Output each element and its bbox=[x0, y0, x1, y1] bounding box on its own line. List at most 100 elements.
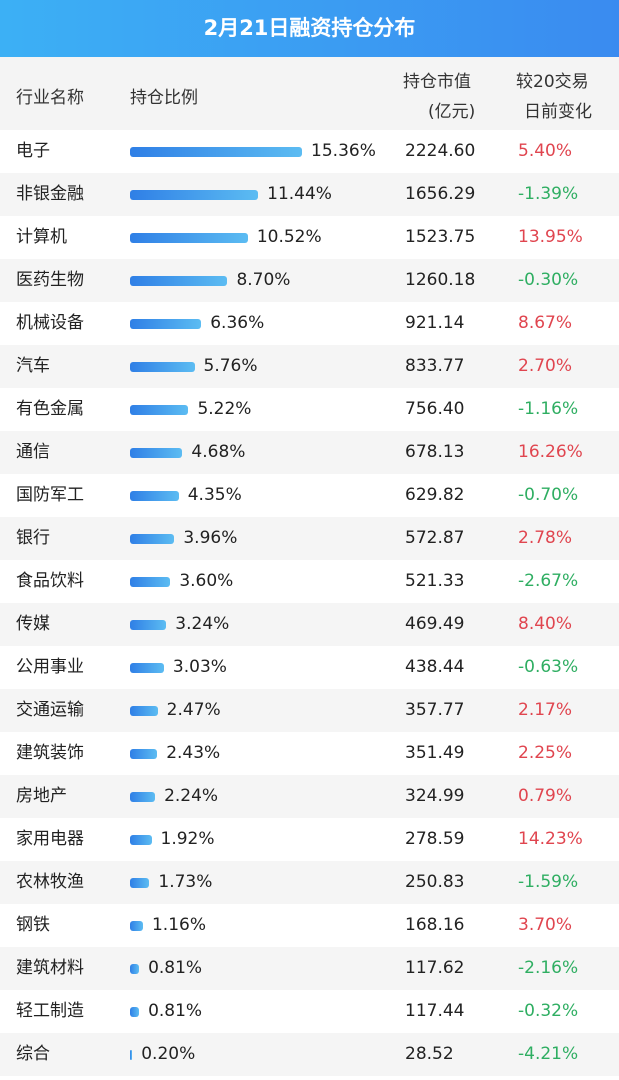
ratio-label: 3.60% bbox=[179, 571, 234, 591]
ratio-bar bbox=[130, 1050, 133, 1060]
industry-name: 计算机 bbox=[16, 227, 67, 247]
table-header: 行业名称 持仓比例 持仓市值 (亿元) 较20交易 日前变化 bbox=[0, 57, 619, 130]
ratio-bar bbox=[130, 405, 189, 415]
col-value-line2: (亿元) bbox=[428, 102, 476, 122]
market-value: 438.44 bbox=[405, 657, 465, 677]
change-value: -4.21% bbox=[518, 1044, 579, 1064]
ratio-bar bbox=[130, 276, 228, 286]
table-row: 公用事业 3.03% 438.44 -0.63% bbox=[0, 646, 619, 689]
ratio-label: 3.24% bbox=[175, 614, 230, 634]
industry-name: 建筑装饰 bbox=[16, 743, 84, 763]
market-value: 1260.18 bbox=[405, 270, 476, 290]
change-value: 5.40% bbox=[518, 141, 573, 161]
table-body: 电子 15.36% 2224.60 5.40% 非银金融 11.44% 1656.29 -1.… bbox=[0, 130, 619, 1076]
change-value: 2.17% bbox=[518, 700, 573, 720]
market-value: 324.99 bbox=[405, 786, 465, 806]
table-row: 国防军工 4.35% 629.82 -0.70% bbox=[0, 474, 619, 517]
industry-name: 建筑材料 bbox=[16, 958, 84, 978]
col-ratio: 持仓比例 bbox=[130, 88, 198, 108]
change-value: 2.70% bbox=[518, 356, 573, 376]
industry-name: 银行 bbox=[16, 528, 50, 548]
ratio-label: 2.24% bbox=[164, 786, 219, 806]
col-industry: 行业名称 bbox=[16, 88, 84, 108]
market-value: 678.13 bbox=[405, 442, 465, 462]
market-value: 168.16 bbox=[405, 915, 465, 935]
table-row: 计算机 10.52% 1523.75 13.95% bbox=[0, 216, 619, 259]
change-value: -2.16% bbox=[518, 958, 579, 978]
change-value: 2.78% bbox=[518, 528, 573, 548]
industry-name: 有色金属 bbox=[16, 399, 84, 419]
table-row: 轻工制造 0.81% 117.44 -0.32% bbox=[0, 990, 619, 1033]
change-value: -0.63% bbox=[518, 657, 579, 677]
ratio-label: 5.22% bbox=[197, 399, 252, 419]
change-value: 14.23% bbox=[518, 829, 583, 849]
market-value: 521.33 bbox=[405, 571, 465, 591]
change-value: -2.67% bbox=[518, 571, 579, 591]
change-value: 3.70% bbox=[518, 915, 573, 935]
table-row: 家用电器 1.92% 278.59 14.23% bbox=[0, 818, 619, 861]
market-value: 756.40 bbox=[405, 399, 465, 419]
ratio-label: 3.03% bbox=[172, 657, 227, 677]
industry-name: 机械设备 bbox=[16, 313, 84, 333]
table-row: 综合 0.20% 28.52 -4.21% bbox=[0, 1033, 619, 1076]
table-row: 交通运输 2.47% 357.77 2.17% bbox=[0, 689, 619, 732]
ratio-bar bbox=[130, 577, 171, 587]
market-value: 469.49 bbox=[405, 614, 465, 634]
table-row: 通信 4.68% 678.13 16.26% bbox=[0, 431, 619, 474]
change-value: 13.95% bbox=[518, 227, 583, 247]
change-value: -1.59% bbox=[518, 872, 579, 892]
table-row: 银行 3.96% 572.87 2.78% bbox=[0, 517, 619, 560]
ratio-bar bbox=[130, 878, 150, 888]
ratio-label: 0.81% bbox=[148, 1001, 203, 1021]
ratio-bar bbox=[130, 190, 259, 200]
ratio-bar bbox=[130, 448, 183, 458]
table-row: 房地产 2.24% 324.99 0.79% bbox=[0, 775, 619, 818]
ratio-bar bbox=[130, 792, 156, 802]
market-value: 117.62 bbox=[405, 958, 465, 978]
industry-name: 钢铁 bbox=[16, 915, 50, 935]
industry-name: 传媒 bbox=[16, 614, 50, 634]
industry-name: 国防军工 bbox=[16, 485, 84, 505]
industry-name: 房地产 bbox=[16, 786, 67, 806]
market-value: 572.87 bbox=[405, 528, 465, 548]
ratio-bar bbox=[130, 362, 195, 372]
industry-name: 通信 bbox=[16, 442, 50, 462]
ratio-label: 0.81% bbox=[148, 958, 203, 978]
market-value: 629.82 bbox=[405, 485, 465, 505]
industry-name: 电子 bbox=[16, 141, 50, 161]
ratio-label: 2.47% bbox=[166, 700, 221, 720]
ratio-label: 6.36% bbox=[210, 313, 265, 333]
ratio-bar bbox=[130, 620, 167, 630]
ratio-label: 15.36% bbox=[311, 141, 376, 161]
ratio-label: 2.43% bbox=[166, 743, 221, 763]
ratio-bar bbox=[130, 534, 175, 544]
ratio-label: 5.76% bbox=[203, 356, 258, 376]
industry-name: 轻工制造 bbox=[16, 1001, 84, 1021]
ratio-bar bbox=[130, 964, 140, 974]
market-value: 357.77 bbox=[405, 700, 465, 720]
ratio-label: 1.92% bbox=[160, 829, 215, 849]
change-value: -1.39% bbox=[518, 184, 579, 204]
table-row: 建筑装饰 2.43% 351.49 2.25% bbox=[0, 732, 619, 775]
table-row: 钢铁 1.16% 168.16 3.70% bbox=[0, 904, 619, 947]
ratio-bar bbox=[130, 491, 179, 501]
ratio-label: 0.20% bbox=[141, 1044, 196, 1064]
ratio-label: 8.70% bbox=[236, 270, 291, 290]
industry-name: 家用电器 bbox=[16, 829, 84, 849]
table-row: 传媒 3.24% 469.49 8.40% bbox=[0, 603, 619, 646]
table-row: 农林牧渔 1.73% 250.83 -1.59% bbox=[0, 861, 619, 904]
table-row: 非银金融 11.44% 1656.29 -1.39% bbox=[0, 173, 619, 216]
ratio-bar bbox=[130, 749, 158, 759]
ratio-bar bbox=[130, 835, 152, 845]
market-value: 2224.60 bbox=[405, 141, 476, 161]
industry-name: 非银金融 bbox=[16, 184, 84, 204]
table-row: 机械设备 6.36% 921.14 8.67% bbox=[0, 302, 619, 345]
industry-name: 公用事业 bbox=[16, 657, 84, 677]
ratio-label: 4.68% bbox=[191, 442, 246, 462]
industry-name: 食品饮料 bbox=[16, 571, 84, 591]
change-value: 2.25% bbox=[518, 743, 573, 763]
change-value: -0.32% bbox=[518, 1001, 579, 1021]
market-value: 28.52 bbox=[405, 1044, 454, 1064]
market-value: 833.77 bbox=[405, 356, 465, 376]
ratio-label: 11.44% bbox=[267, 184, 332, 204]
